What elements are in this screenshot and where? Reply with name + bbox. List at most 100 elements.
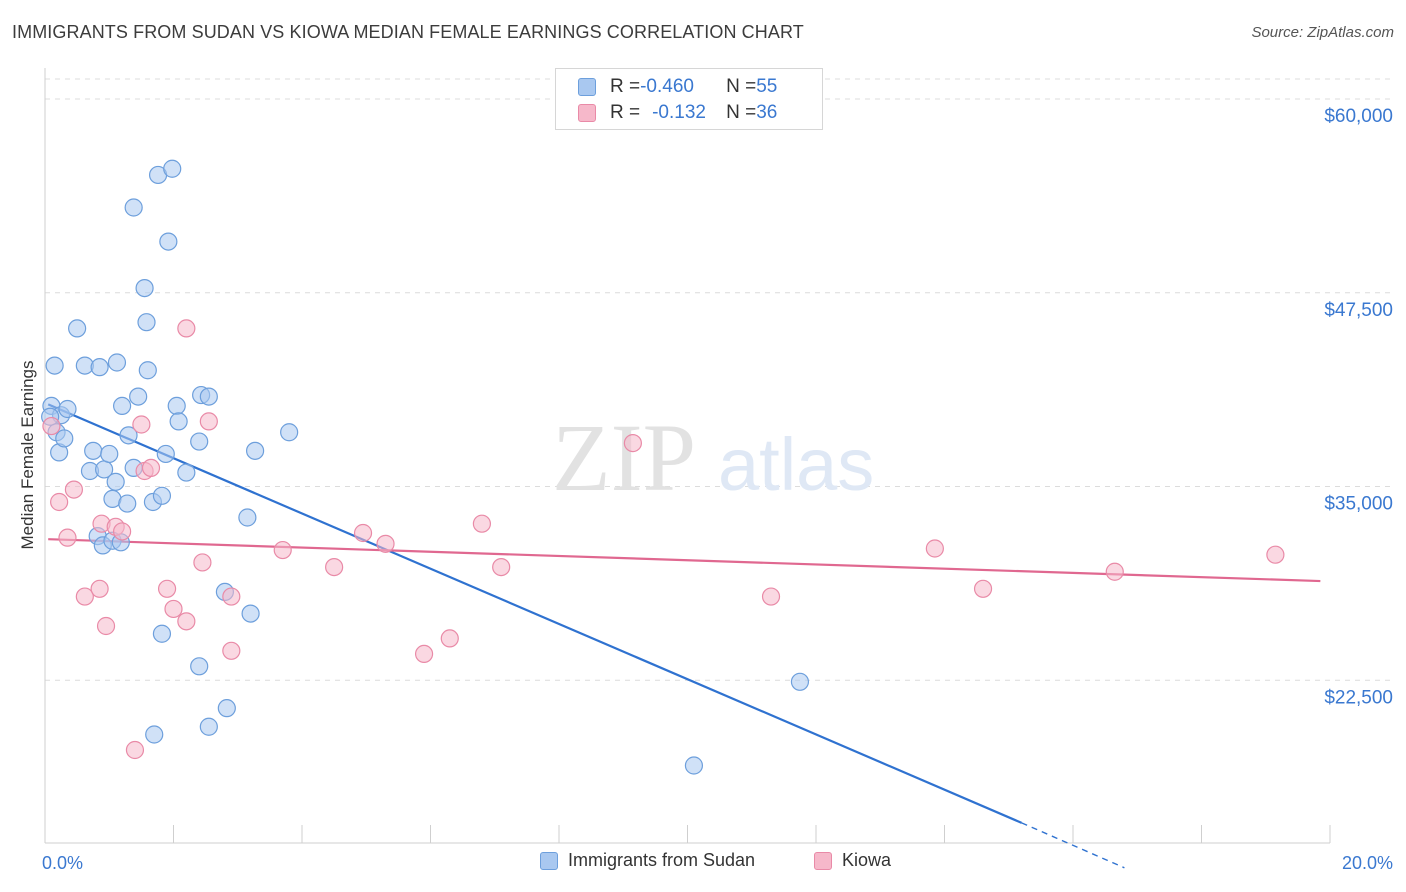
point-kiowa xyxy=(64,480,84,499)
point-kiowa xyxy=(90,579,109,598)
point-kiowa xyxy=(222,587,241,606)
point-sudan xyxy=(119,426,138,445)
point-sudan xyxy=(100,444,119,464)
point-kiowa xyxy=(1105,562,1124,581)
y-tick-label: $35,000 xyxy=(1324,494,1393,515)
point-sudan xyxy=(112,396,132,415)
r-value: -0.460 xyxy=(640,76,694,97)
point-sudan xyxy=(145,725,164,744)
point-kiowa xyxy=(199,412,218,431)
series-legend: Immigrants from Sudan Kiowa xyxy=(0,850,1406,880)
point-sudan xyxy=(68,319,87,338)
point-sudan xyxy=(156,444,175,464)
axes xyxy=(44,68,1331,844)
legend-swatch-sudan xyxy=(540,851,558,870)
y-tick-label: $22,500 xyxy=(1324,687,1393,708)
point-kiowa xyxy=(75,587,94,606)
n-label: N = xyxy=(726,102,757,123)
legend-row-kiowa: R = -0.132 N = 36 xyxy=(578,101,777,125)
point-kiowa xyxy=(193,553,212,572)
legend-row-sudan: R = -0.460 N = 55 xyxy=(578,75,777,99)
point-kiowa xyxy=(112,522,132,541)
point-sudan xyxy=(190,432,209,451)
data-points xyxy=(41,159,1285,775)
watermark-atlas: atlas xyxy=(718,423,874,506)
point-kiowa xyxy=(925,539,944,558)
point-kiowa xyxy=(164,599,183,619)
legend-label-sudan: Immigrants from Sudan xyxy=(568,850,756,870)
point-sudan xyxy=(199,387,218,406)
point-sudan xyxy=(58,399,77,419)
point-sudan xyxy=(107,353,127,372)
trend-line-kiowa xyxy=(48,538,1321,583)
n-value: 55 xyxy=(756,76,778,97)
point-kiowa xyxy=(623,434,642,453)
n-value: 36 xyxy=(756,102,778,123)
point-kiowa xyxy=(273,540,292,560)
point-sudan xyxy=(238,508,257,527)
trend-line-sudan xyxy=(47,403,1023,824)
point-kiowa xyxy=(440,629,459,648)
grid-lines xyxy=(45,78,1395,681)
point-sudan xyxy=(138,361,157,380)
x-tick-label-min: 0.0% xyxy=(42,853,83,873)
watermark-zip: ZIP xyxy=(552,404,696,511)
point-kiowa xyxy=(1266,545,1285,564)
point-sudan xyxy=(167,396,186,415)
point-kiowa xyxy=(472,514,491,533)
point-kiowa xyxy=(177,319,196,338)
point-sudan xyxy=(217,699,236,718)
point-sudan xyxy=(152,624,172,643)
point-kiowa xyxy=(492,557,511,577)
point-kiowa xyxy=(50,492,69,512)
point-kiowa xyxy=(973,579,993,598)
point-sudan xyxy=(159,232,178,251)
legend-label-kiowa: Kiowa xyxy=(842,850,892,870)
legend-item-kiowa[interactable]: Kiowa xyxy=(814,850,891,871)
point-sudan xyxy=(245,441,265,460)
point-sudan xyxy=(190,657,209,676)
point-kiowa xyxy=(96,616,116,636)
point-sudan xyxy=(684,756,704,775)
watermark: ZIP atlas xyxy=(552,404,874,511)
source-label: Source: ZipAtlas.com xyxy=(1251,24,1394,41)
point-sudan xyxy=(199,717,218,736)
point-kiowa xyxy=(177,612,196,631)
point-kiowa xyxy=(125,740,145,760)
point-kiowa xyxy=(325,557,344,577)
point-kiowa xyxy=(353,523,373,543)
legend-swatch-kiowa xyxy=(814,851,832,870)
point-kiowa xyxy=(376,534,395,553)
r-value: -0.132 xyxy=(652,102,706,123)
point-sudan xyxy=(55,429,74,448)
y-tick-label: $60,000 xyxy=(1324,106,1393,127)
trend-line-sudan-extension xyxy=(1021,822,1125,869)
point-sudan xyxy=(280,423,299,442)
point-kiowa xyxy=(132,415,151,434)
r-label: R = xyxy=(610,102,641,123)
point-sudan xyxy=(790,672,810,691)
r-label: R = xyxy=(610,76,641,97)
tick-labels: $60,000 $47,500 $35,000 $22,500 0.0% 20.0% xyxy=(42,106,1393,873)
legend-swatch-sudan xyxy=(578,78,596,96)
legend-item-sudan[interactable]: Immigrants from Sudan xyxy=(540,850,755,871)
point-sudan xyxy=(137,313,156,332)
correlation-legend: R = -0.460 N = 55 R = -0.132 N = 36 xyxy=(555,68,823,130)
point-sudan xyxy=(90,358,109,377)
point-sudan xyxy=(129,387,148,406)
point-kiowa xyxy=(141,458,161,477)
point-sudan xyxy=(152,486,172,505)
point-sudan xyxy=(84,441,103,460)
point-kiowa xyxy=(58,528,77,547)
point-sudan xyxy=(241,604,260,623)
point-sudan xyxy=(124,198,143,217)
point-sudan xyxy=(106,472,125,491)
point-kiowa xyxy=(414,644,434,664)
point-sudan xyxy=(118,494,137,513)
point-sudan xyxy=(169,412,188,431)
point-sudan xyxy=(135,279,154,298)
legend-swatch-kiowa xyxy=(578,104,596,122)
x-tick-label-max: 20.0% xyxy=(1342,853,1393,873)
n-label: N = xyxy=(726,76,757,97)
